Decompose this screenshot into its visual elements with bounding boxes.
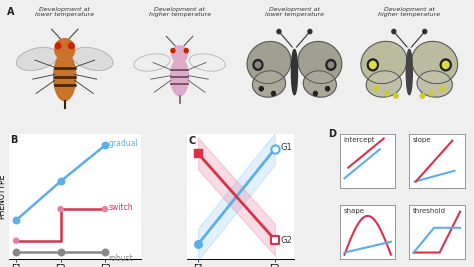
Circle shape bbox=[370, 61, 376, 68]
Ellipse shape bbox=[247, 41, 291, 84]
Text: Development at
lower temperature: Development at lower temperature bbox=[35, 6, 94, 17]
Point bbox=[194, 242, 202, 246]
Circle shape bbox=[328, 62, 334, 68]
Ellipse shape bbox=[134, 54, 170, 71]
Circle shape bbox=[171, 48, 175, 53]
Point bbox=[271, 147, 279, 151]
Text: Development at
lower temperature: Development at lower temperature bbox=[265, 6, 324, 17]
Circle shape bbox=[255, 62, 261, 68]
Ellipse shape bbox=[298, 41, 342, 84]
Text: gradual: gradual bbox=[109, 139, 138, 148]
Point bbox=[12, 250, 20, 254]
Ellipse shape bbox=[361, 41, 407, 84]
Ellipse shape bbox=[303, 71, 337, 97]
Circle shape bbox=[392, 29, 396, 34]
Circle shape bbox=[394, 93, 398, 98]
Ellipse shape bbox=[412, 41, 458, 84]
Circle shape bbox=[429, 91, 434, 96]
Circle shape bbox=[69, 43, 74, 49]
Text: D: D bbox=[328, 129, 336, 139]
Ellipse shape bbox=[17, 48, 58, 70]
Text: G2: G2 bbox=[280, 236, 292, 245]
Circle shape bbox=[440, 59, 451, 71]
Point bbox=[271, 238, 279, 242]
Circle shape bbox=[272, 91, 275, 96]
Circle shape bbox=[385, 91, 390, 96]
Circle shape bbox=[420, 93, 425, 98]
Circle shape bbox=[172, 46, 187, 62]
Point bbox=[101, 207, 109, 211]
Ellipse shape bbox=[171, 58, 188, 96]
Point bbox=[57, 179, 64, 183]
Point bbox=[57, 207, 64, 211]
Text: Development at
higher temperature: Development at higher temperature bbox=[378, 6, 440, 17]
Point bbox=[101, 250, 109, 254]
Text: intercept: intercept bbox=[343, 138, 375, 143]
Text: switch: switch bbox=[109, 203, 133, 212]
Ellipse shape bbox=[189, 54, 225, 71]
Text: slope: slope bbox=[412, 138, 431, 143]
Circle shape bbox=[326, 60, 336, 70]
Text: Development at
higher temperature: Development at higher temperature bbox=[148, 6, 210, 17]
Y-axis label: PHENOTYPE: PHENOTYPE bbox=[0, 174, 7, 219]
Text: threshold: threshold bbox=[412, 209, 446, 214]
Circle shape bbox=[55, 43, 61, 49]
Circle shape bbox=[423, 29, 427, 34]
Circle shape bbox=[313, 91, 318, 96]
Point bbox=[57, 250, 64, 254]
Text: C: C bbox=[188, 136, 195, 147]
Text: shape: shape bbox=[343, 209, 365, 214]
Circle shape bbox=[277, 29, 281, 34]
Point bbox=[101, 143, 109, 147]
Circle shape bbox=[308, 29, 312, 34]
Circle shape bbox=[253, 60, 263, 70]
Ellipse shape bbox=[366, 71, 401, 97]
Circle shape bbox=[440, 86, 445, 91]
Circle shape bbox=[184, 48, 188, 53]
Ellipse shape bbox=[72, 48, 113, 70]
Ellipse shape bbox=[292, 49, 298, 95]
Circle shape bbox=[367, 59, 378, 71]
Ellipse shape bbox=[417, 71, 452, 97]
Circle shape bbox=[374, 86, 378, 91]
Circle shape bbox=[55, 39, 74, 60]
Text: B: B bbox=[10, 135, 17, 145]
Point bbox=[12, 218, 20, 222]
Ellipse shape bbox=[253, 71, 285, 97]
Ellipse shape bbox=[406, 49, 412, 95]
Point bbox=[194, 151, 202, 156]
Point bbox=[12, 238, 20, 243]
Text: G1: G1 bbox=[280, 143, 292, 152]
Circle shape bbox=[259, 87, 263, 91]
Ellipse shape bbox=[54, 53, 76, 101]
Text: robust: robust bbox=[109, 254, 133, 263]
Circle shape bbox=[326, 87, 329, 91]
Text: A: A bbox=[7, 7, 15, 17]
Circle shape bbox=[442, 61, 449, 68]
